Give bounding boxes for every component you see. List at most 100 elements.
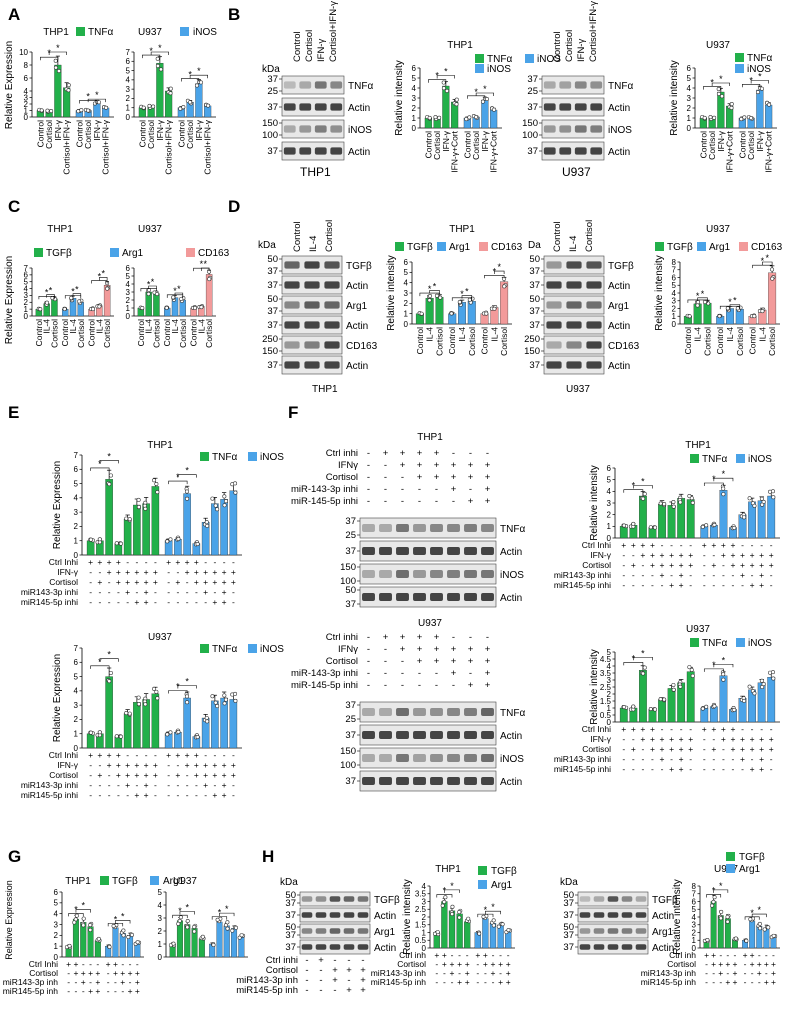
blot-band (357, 928, 369, 934)
condition-mark: - (651, 764, 654, 774)
x-category-label: IFN-γ (480, 130, 490, 152)
y-tick-label: 6 (126, 264, 131, 273)
condition-mark: + (631, 744, 636, 754)
legend-swatch-iNOS (736, 638, 745, 647)
significance-bracket (72, 293, 82, 297)
data-point (136, 497, 141, 502)
condition-mark: - (98, 587, 101, 597)
blot-membrane (359, 701, 497, 723)
legend-label-TNFα: TNFα (702, 638, 727, 649)
condition-mark: + (116, 557, 121, 567)
treatment-mark: - (319, 985, 322, 996)
x-category-label: IL-4 (489, 327, 499, 342)
y-tick-label: 4 (74, 687, 79, 696)
treatment-mark: - (305, 985, 308, 996)
molecular-weight-marker: 37 (285, 942, 296, 953)
data-point (749, 116, 754, 121)
blot-band (464, 570, 477, 578)
y-tick-label: 6 (687, 64, 692, 73)
condition-mark: - (195, 780, 198, 790)
data-point (760, 502, 765, 507)
condition-mark: + (498, 959, 503, 969)
condition-mark: + (125, 760, 130, 770)
y-axis-label: Relative intensity (386, 255, 397, 331)
condition-mark: - (712, 764, 715, 774)
data-point (454, 102, 459, 107)
blot-band (284, 261, 300, 269)
blot-TGFβ (543, 255, 605, 275)
blot-band (566, 341, 582, 349)
significance-star: * (722, 655, 726, 665)
treatment-row-label: Ctrl inhi (326, 632, 358, 643)
blot-row-label: Arg1 (346, 301, 368, 312)
condition-mark: + (116, 760, 121, 770)
condition-mark: + (679, 744, 684, 754)
data-point (758, 926, 763, 931)
significance-bracket (633, 656, 653, 661)
condition-mark: - (108, 770, 111, 780)
data-point (700, 524, 705, 529)
condition-mark: + (491, 959, 496, 969)
significance-star: * (114, 914, 118, 924)
data-point (716, 91, 721, 96)
data-point (224, 697, 229, 702)
data-point (81, 923, 86, 928)
data-point (752, 314, 757, 319)
panel-label-F: F (288, 403, 298, 422)
legend-label-iNOS: iNOS (748, 454, 772, 465)
y-tick-label: 3 (607, 676, 612, 685)
data-point (185, 496, 190, 501)
significance-bracket (729, 304, 741, 308)
significance-star: * (147, 279, 151, 289)
chart-title: THP1 (449, 224, 475, 235)
condition-mark: - (661, 540, 664, 550)
x-category-label: Cortisol (146, 120, 156, 149)
data-point (725, 914, 730, 919)
treatment-mark: - (435, 668, 438, 679)
condition-mark: - (758, 977, 761, 987)
condition-mark: + (153, 760, 158, 770)
lane-header: Cortisol (304, 30, 315, 62)
blot-iNOS (281, 119, 345, 139)
blot-band (593, 928, 605, 934)
data-point (622, 704, 627, 709)
y-tick-label: 7 (126, 48, 131, 57)
data-point (129, 932, 134, 937)
blot-band (447, 731, 460, 739)
condition-mark: + (759, 550, 764, 560)
y-tick-label: 2.5 (415, 905, 427, 914)
data-point (770, 670, 775, 675)
blot-Actin (281, 315, 343, 335)
data-point (718, 916, 723, 921)
data-point (500, 922, 505, 927)
condition-row-label: IFN-γ (590, 550, 612, 560)
condition-mark: + (81, 977, 86, 987)
lane-header: IFN-γ (316, 39, 327, 62)
x-category-label: IL-4 (42, 319, 52, 334)
blot-TGFβ (299, 891, 371, 907)
data-point (143, 702, 148, 707)
data-point (90, 307, 95, 312)
condition-mark: - (484, 977, 487, 987)
condition-mark: + (631, 724, 636, 734)
bar-iNOS-8 (767, 495, 776, 539)
blot-cell-label: THP1 (417, 432, 443, 443)
data-point (168, 91, 173, 96)
condition-mark: + (144, 780, 149, 790)
significance-bracket (115, 920, 131, 924)
condition-mark: - (98, 760, 101, 770)
data-point (108, 473, 113, 478)
molecular-weight-marker: 250 (524, 334, 540, 345)
data-point (136, 695, 141, 700)
data-point (770, 489, 775, 494)
blot-band (566, 261, 582, 269)
data-point (721, 672, 726, 677)
condition-row-label: miR145-5p inhi (21, 597, 78, 607)
panel-label-H: H (262, 847, 274, 866)
data-point (44, 300, 49, 305)
bar-TNFα-1 (619, 526, 628, 539)
condition-mark: + (116, 770, 121, 780)
kda-label: kDa (280, 877, 298, 888)
treatment-mark: - (347, 955, 350, 966)
condition-mark: + (506, 968, 511, 978)
